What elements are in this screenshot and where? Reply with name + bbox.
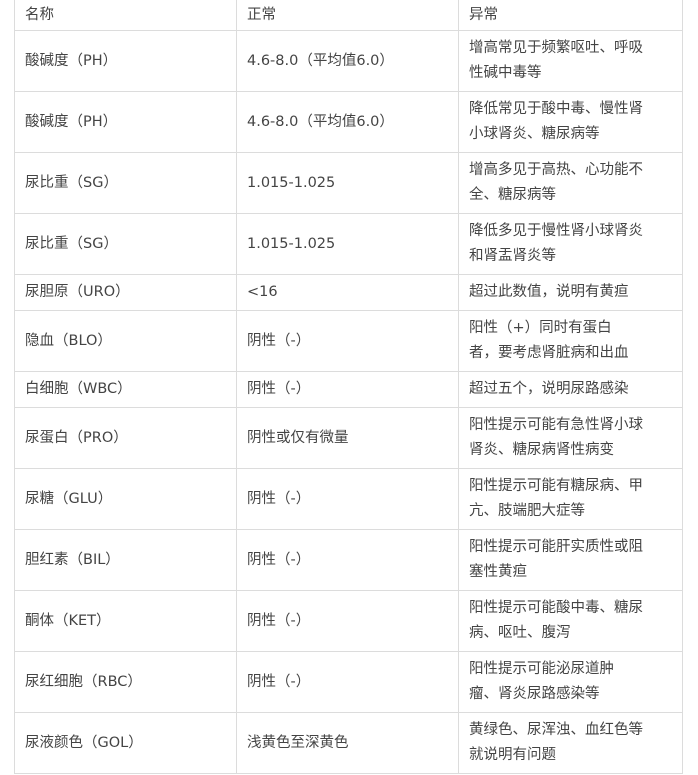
cell-name: 尿红细胞（RBC）: [14, 651, 237, 713]
cell-name: 酸碱度（PH）: [14, 91, 237, 153]
cell-normal: 1.015-1.025: [236, 213, 459, 275]
cell-name: 尿比重（SG）: [14, 152, 237, 214]
cell-name: 酮体（KET）: [14, 590, 237, 652]
cell-name: 尿液颜色（GOL）: [14, 712, 237, 774]
cell-name: 尿比重（SG）: [14, 213, 237, 275]
table-row: 尿红细胞（RBC） 阴性（-） 阳性提示可能泌尿道肿 瘤、肾炎尿路感染等: [14, 651, 683, 713]
header-row: 名称 正常 异常: [14, 0, 683, 31]
cell-abnormal: 黄绿色、尿浑浊、血红色等 就说明有问题: [458, 712, 683, 774]
cell-name: 尿蛋白（PRO）: [14, 407, 237, 469]
table-row: 酸碱度（PH） 4.6-8.0（平均值6.0） 增高常见于频繁呕吐、呼吸 性碱中毒等: [14, 30, 683, 92]
cell-abnormal: 降低多见于慢性肾小球肾炎 和肾盂肾炎等: [458, 213, 683, 275]
cell-normal: 4.6-8.0（平均值6.0）: [236, 91, 459, 153]
table-row: 尿液颜色（GOL） 浅黄色至深黄色 黄绿色、尿浑浊、血红色等 就说明有问题: [14, 712, 683, 774]
cell-abnormal: 超过五个，说明尿路感染: [458, 371, 683, 408]
cell-normal: 阴性（-）: [236, 310, 459, 372]
cell-normal: 阴性（-）: [236, 371, 459, 408]
header-name: 名称: [14, 0, 237, 31]
cell-abnormal: 增高多见于高热、心功能不 全、糖尿病等: [458, 152, 683, 214]
urine-test-table: 名称 正常 异常 酸碱度（PH） 4.6-8.0（平均值6.0） 增高常见于频繁呕吐…: [14, 0, 683, 774]
cell-name: 隐血（BLO）: [14, 310, 237, 372]
table-row: 尿比重（SG） 1.015-1.025 增高多见于高热、心功能不 全、糖尿病等: [14, 152, 683, 214]
cell-abnormal: 阳性提示可能酸中毒、糖尿 病、呕吐、腹泻: [458, 590, 683, 652]
table-row: 白细胞（WBC） 阴性（-） 超过五个，说明尿路感染: [14, 371, 683, 408]
cell-abnormal: 阳性提示可能肝实质性或阻 塞性黄疸: [458, 529, 683, 591]
cell-abnormal: 阳性提示可能有糖尿病、甲 亢、肢端肥大症等: [458, 468, 683, 530]
cell-abnormal: 超过此数值，说明有黄疸: [458, 274, 683, 311]
table-row: 尿胆原（URO） <16 超过此数值，说明有黄疸: [14, 274, 683, 311]
cell-normal: 浅黄色至深黄色: [236, 712, 459, 774]
table-row: 尿比重（SG） 1.015-1.025 降低多见于慢性肾小球肾炎 和肾盂肾炎等: [14, 213, 683, 275]
header-normal: 正常: [236, 0, 459, 31]
cell-name: 酸碱度（PH）: [14, 30, 237, 92]
cell-normal: 阴性（-）: [236, 651, 459, 713]
cell-abnormal: 阳性提示可能泌尿道肿 瘤、肾炎尿路感染等: [458, 651, 683, 713]
cell-name: 胆红素（BIL）: [14, 529, 237, 591]
table-row: 隐血（BLO） 阴性（-） 阳性（+）同时有蛋白 者，要考虑肾脏病和出血: [14, 310, 683, 372]
cell-normal: 1.015-1.025: [236, 152, 459, 214]
table-row: 尿糖（GLU） 阴性（-） 阳性提示可能有糖尿病、甲 亢、肢端肥大症等: [14, 468, 683, 530]
table-row: 酮体（KET） 阴性（-） 阳性提示可能酸中毒、糖尿 病、呕吐、腹泻: [14, 590, 683, 652]
cell-normal: <16: [236, 274, 459, 311]
cell-normal: 阴性（-）: [236, 529, 459, 591]
cell-abnormal: 阳性（+）同时有蛋白 者，要考虑肾脏病和出血: [458, 310, 683, 372]
table-row: 尿蛋白（PRO） 阴性或仅有微量 阳性提示可能有急性肾小球 肾炎、糖尿病肾性病变: [14, 407, 683, 469]
table-row: 胆红素（BIL） 阴性（-） 阳性提示可能肝实质性或阻 塞性黄疸: [14, 529, 683, 591]
header-abnormal: 异常: [458, 0, 683, 31]
table-row: 酸碱度（PH） 4.6-8.0（平均值6.0） 降低常见于酸中毒、慢性肾 小球肾炎、…: [14, 91, 683, 153]
cell-abnormal: 降低常见于酸中毒、慢性肾 小球肾炎、糖尿病等: [458, 91, 683, 153]
cell-name: 尿糖（GLU）: [14, 468, 237, 530]
cell-name: 尿胆原（URO）: [14, 274, 237, 311]
cell-abnormal: 增高常见于频繁呕吐、呼吸 性碱中毒等: [458, 30, 683, 92]
cell-name: 白细胞（WBC）: [14, 371, 237, 408]
cell-abnormal: 阳性提示可能有急性肾小球 肾炎、糖尿病肾性病变: [458, 407, 683, 469]
cell-normal: 阴性或仅有微量: [236, 407, 459, 469]
cell-normal: 4.6-8.0（平均值6.0）: [236, 30, 459, 92]
cell-normal: 阴性（-）: [236, 468, 459, 530]
cell-normal: 阴性（-）: [236, 590, 459, 652]
